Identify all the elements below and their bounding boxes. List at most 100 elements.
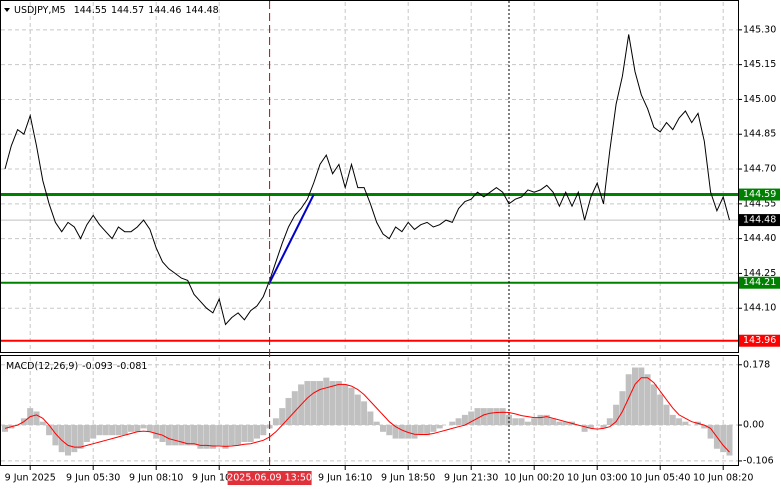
x-tick-label: 10 Jun 08:20 <box>693 473 753 484</box>
histogram-bar <box>468 411 475 426</box>
histogram-bar <box>272 418 279 426</box>
histogram-bar <box>191 425 197 446</box>
histogram-bar <box>720 425 727 453</box>
histogram-bar <box>676 418 683 426</box>
histogram-bar <box>228 425 235 446</box>
histogram-bar <box>726 425 733 456</box>
x-tick-label: 10 Jun 03:00 <box>567 473 627 484</box>
histogram-bar <box>354 394 361 426</box>
level-label-box <box>739 334 780 347</box>
level-label: 144.21 <box>743 277 776 288</box>
header-text: USDJPY,M5 <box>14 5 66 16</box>
histogram-bar <box>411 425 418 439</box>
histogram-bar <box>335 381 342 426</box>
histogram-bar <box>102 425 109 436</box>
signal-line <box>4 377 730 453</box>
histogram-bar <box>430 425 437 432</box>
histogram-bar <box>153 425 160 439</box>
header-text: 144.55 <box>74 5 107 16</box>
histogram-bar <box>367 411 374 426</box>
histogram-bar <box>417 425 424 436</box>
y-tick-label: 144.10 <box>743 303 776 314</box>
histogram-bar <box>254 425 260 439</box>
histogram-bar <box>121 425 128 436</box>
histogram-bar <box>499 408 506 426</box>
histogram-bar <box>109 425 116 436</box>
x-tick-label: 9 Jun 2025 <box>5 473 56 484</box>
histogram-bar <box>550 418 557 426</box>
x-tick-label: 9 Jun 08:10 <box>129 473 183 484</box>
y-tick-label: -0.106 <box>743 455 774 466</box>
histogram-bar <box>77 425 84 449</box>
histogram-bar <box>405 425 412 439</box>
histogram-bar <box>436 425 443 429</box>
header-text: -0.093 <box>82 361 113 372</box>
histogram-bar <box>46 425 53 436</box>
histogram-bar <box>512 418 519 426</box>
x-tick-label: 10 Jun 00:20 <box>504 473 564 484</box>
histogram-bar <box>33 411 40 426</box>
header-text: 144.57 <box>111 5 144 16</box>
histogram-bar <box>455 418 462 426</box>
histogram-bar <box>537 414 544 426</box>
histogram-bar <box>134 425 141 432</box>
x-tick-label: 9 Jun 18:50 <box>381 473 435 484</box>
histogram-bar <box>449 421 456 426</box>
chart-header: USDJPY,M5 144.55 144.57 144.46 144.48 <box>14 5 219 16</box>
histogram-bar <box>203 425 210 449</box>
header-text: MACD(12,26,9) <box>6 361 78 372</box>
histogram-bar <box>613 404 620 426</box>
x-tick-label: 9 Jun 10:50 <box>192 473 246 484</box>
histogram-bar <box>310 381 317 426</box>
histogram-bar <box>424 425 431 436</box>
histogram-bar <box>197 425 204 449</box>
histogram-bar <box>461 414 468 426</box>
y-tick-label: 0.178 <box>743 359 770 370</box>
level-label: 143.96 <box>743 335 776 346</box>
histogram-bar <box>241 425 248 442</box>
histogram-bar <box>556 421 563 426</box>
histogram-bar <box>291 391 298 426</box>
histogram-bar <box>663 404 670 426</box>
menu-arrow <box>4 8 10 12</box>
histogram-bar <box>146 425 153 432</box>
y-tick-label: 144.40 <box>743 233 776 244</box>
x-tick-label: 10 Jun 05:40 <box>630 473 690 484</box>
histogram-bar <box>487 408 494 426</box>
histogram-bar <box>474 408 481 426</box>
histogram-bar <box>115 425 122 436</box>
histogram-bar <box>52 425 59 446</box>
cursor-label: 2025.06.09 13:50 <box>227 473 312 484</box>
histogram-bar <box>562 421 569 426</box>
histogram-bar <box>222 425 229 449</box>
histogram-bar <box>644 374 651 426</box>
histogram-bar <box>543 414 550 426</box>
histogram-bar <box>606 418 613 426</box>
histogram-bar <box>317 381 323 426</box>
histogram-bar <box>304 381 311 426</box>
histogram-bar <box>96 425 103 436</box>
histogram-bar <box>380 425 386 432</box>
header-text: -0.081 <box>117 361 148 372</box>
price-line <box>4 34 730 326</box>
histogram-bar <box>323 377 330 426</box>
histogram-bar <box>650 384 657 426</box>
histogram-bar <box>361 401 368 426</box>
histogram-bar <box>235 425 242 446</box>
histogram-bar <box>587 425 594 429</box>
header-text: 144.46 <box>148 5 181 16</box>
histogram-bar <box>392 425 399 439</box>
histogram-bar <box>58 425 65 453</box>
histogram-bar <box>657 394 664 426</box>
histogram-bar <box>480 408 487 426</box>
cursor-label-box <box>227 471 312 485</box>
y-tick-label: 145.30 <box>743 24 776 35</box>
histogram-bar <box>619 391 626 426</box>
histogram-bar <box>682 421 689 426</box>
x-tick-label: 9 Jun 16:10 <box>318 473 372 484</box>
histogram-bar <box>632 367 638 426</box>
histogram-bar <box>209 425 216 449</box>
histogram-bar <box>279 408 286 426</box>
y-tick-label: 144.55 <box>743 198 776 209</box>
